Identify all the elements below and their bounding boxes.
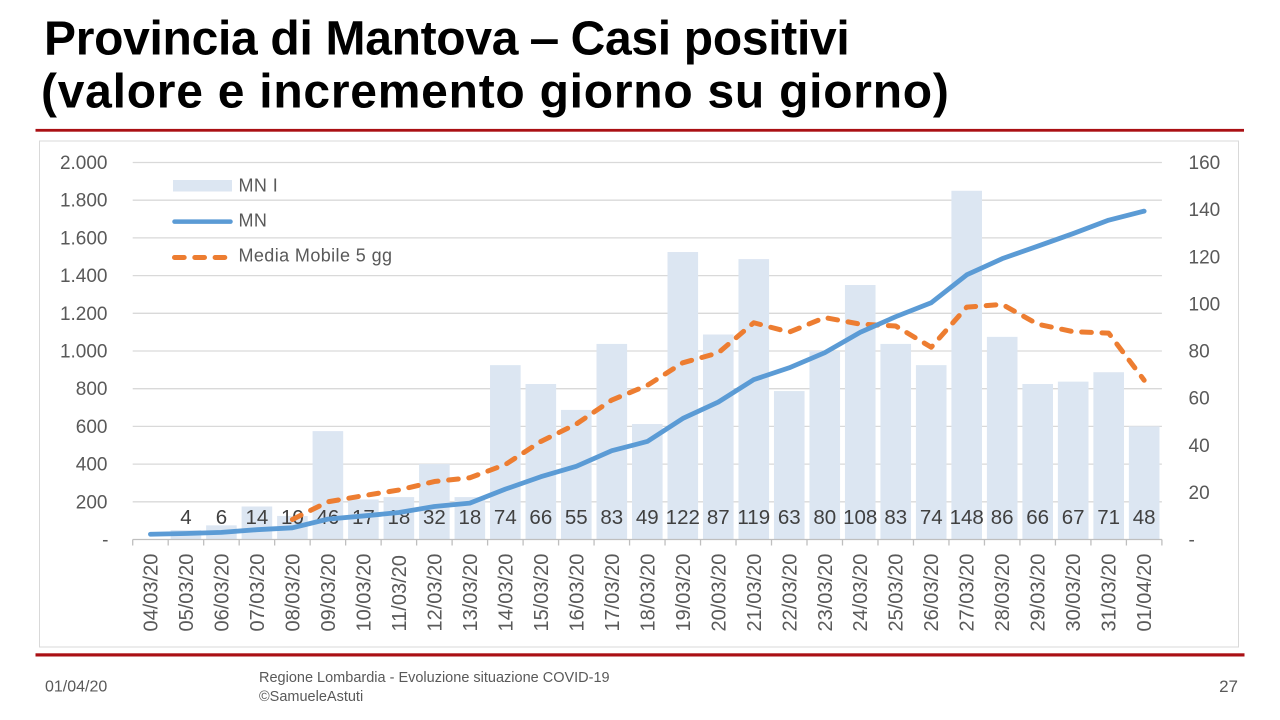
svg-text:14/03/20: 14/03/20	[495, 554, 517, 632]
svg-text:200: 200	[76, 492, 108, 513]
svg-text:05/03/20: 05/03/20	[176, 554, 198, 632]
svg-text:-: -	[1189, 530, 1195, 551]
svg-text:29/03/20: 29/03/20	[1028, 554, 1050, 632]
svg-text:20/03/20: 20/03/20	[708, 554, 730, 632]
svg-text:32: 32	[423, 506, 446, 529]
svg-text:24/03/20: 24/03/20	[850, 554, 872, 632]
svg-text:100: 100	[1189, 294, 1221, 315]
svg-text:74: 74	[920, 506, 943, 529]
svg-text:31/03/20: 31/03/20	[1099, 554, 1121, 632]
svg-text:48: 48	[1133, 506, 1156, 529]
svg-text:600: 600	[76, 417, 108, 438]
svg-text:08/03/20: 08/03/20	[282, 554, 304, 632]
svg-text:15/03/20: 15/03/20	[531, 554, 553, 632]
svg-text:17/03/20: 17/03/20	[602, 554, 624, 632]
svg-text:4: 4	[180, 506, 191, 529]
svg-text:04/03/20: 04/03/20	[140, 554, 162, 632]
svg-text:(valore e incremento giorno su: (valore e incremento giorno su giorno)	[41, 66, 950, 119]
svg-text:14: 14	[246, 506, 269, 529]
svg-text:27/03/20: 27/03/20	[957, 554, 979, 632]
svg-text:160: 160	[1189, 153, 1221, 174]
svg-text:400: 400	[76, 455, 108, 476]
svg-text:26/03/20: 26/03/20	[921, 554, 943, 632]
svg-text:27: 27	[1219, 677, 1238, 696]
svg-text:-: -	[102, 530, 108, 551]
svg-text:12/03/20: 12/03/20	[424, 554, 446, 632]
svg-text:19/03/20: 19/03/20	[673, 554, 695, 632]
svg-text:28/03/20: 28/03/20	[992, 554, 1014, 632]
svg-text:148: 148	[950, 506, 984, 529]
svg-text:63: 63	[778, 506, 801, 529]
svg-text:80: 80	[1189, 342, 1210, 363]
svg-text:Provincia di Mantova ‒ Casi po: Provincia di Mantova ‒ Casi positivi	[44, 12, 849, 65]
svg-text:1.000: 1.000	[60, 342, 108, 363]
svg-text:2.000: 2.000	[60, 153, 108, 174]
svg-text:22/03/20: 22/03/20	[779, 554, 801, 632]
svg-text:120: 120	[1189, 247, 1221, 268]
svg-text:MN I: MN I	[239, 175, 279, 195]
svg-text:49: 49	[636, 506, 659, 529]
svg-text:80: 80	[813, 506, 836, 529]
svg-text:10/03/20: 10/03/20	[353, 554, 375, 632]
svg-text:87: 87	[707, 506, 730, 529]
svg-text:25/03/20: 25/03/20	[886, 554, 908, 632]
svg-text:Regione Lombardia - Evoluzione: Regione Lombardia - Evoluzione situazion…	[259, 670, 610, 686]
svg-text:67: 67	[1062, 506, 1085, 529]
svg-text:21/03/20: 21/03/20	[744, 554, 766, 632]
svg-text:86: 86	[991, 506, 1014, 529]
svg-text:18/03/20: 18/03/20	[637, 554, 659, 632]
svg-text:40: 40	[1189, 436, 1210, 457]
svg-text:119: 119	[737, 506, 770, 529]
svg-text:74: 74	[494, 506, 517, 529]
svg-text:16/03/20: 16/03/20	[566, 554, 588, 632]
svg-text:30/03/20: 30/03/20	[1063, 554, 1085, 632]
svg-text:13/03/20: 13/03/20	[460, 554, 482, 632]
svg-text:23/03/20: 23/03/20	[815, 554, 837, 632]
svg-text:©SamueleAstuti: ©SamueleAstuti	[259, 689, 363, 705]
svg-text:83: 83	[600, 506, 623, 529]
svg-text:108: 108	[843, 506, 877, 529]
svg-text:18: 18	[458, 506, 481, 529]
svg-text:1.400: 1.400	[60, 266, 108, 287]
svg-text:1.800: 1.800	[60, 191, 108, 212]
svg-text:55: 55	[565, 506, 588, 529]
svg-text:20: 20	[1189, 483, 1210, 504]
svg-text:MN: MN	[239, 210, 268, 230]
svg-text:11/03/20: 11/03/20	[389, 555, 411, 631]
svg-text:1.600: 1.600	[60, 228, 108, 249]
svg-text:Media Mobile 5 gg: Media Mobile 5 gg	[239, 245, 393, 265]
svg-text:07/03/20: 07/03/20	[247, 554, 269, 632]
svg-text:122: 122	[666, 506, 700, 529]
svg-text:66: 66	[529, 506, 552, 529]
svg-text:01/04/20: 01/04/20	[1134, 554, 1156, 632]
svg-text:800: 800	[76, 379, 108, 400]
svg-text:1.200: 1.200	[60, 304, 108, 325]
svg-text:06/03/20: 06/03/20	[211, 554, 233, 632]
svg-text:6: 6	[216, 506, 227, 529]
svg-text:01/04/20: 01/04/20	[45, 679, 107, 696]
svg-text:60: 60	[1189, 389, 1210, 410]
svg-text:140: 140	[1189, 200, 1221, 221]
svg-text:83: 83	[884, 506, 907, 529]
svg-text:66: 66	[1026, 506, 1049, 529]
svg-text:71: 71	[1097, 506, 1120, 529]
svg-text:09/03/20: 09/03/20	[318, 554, 340, 632]
